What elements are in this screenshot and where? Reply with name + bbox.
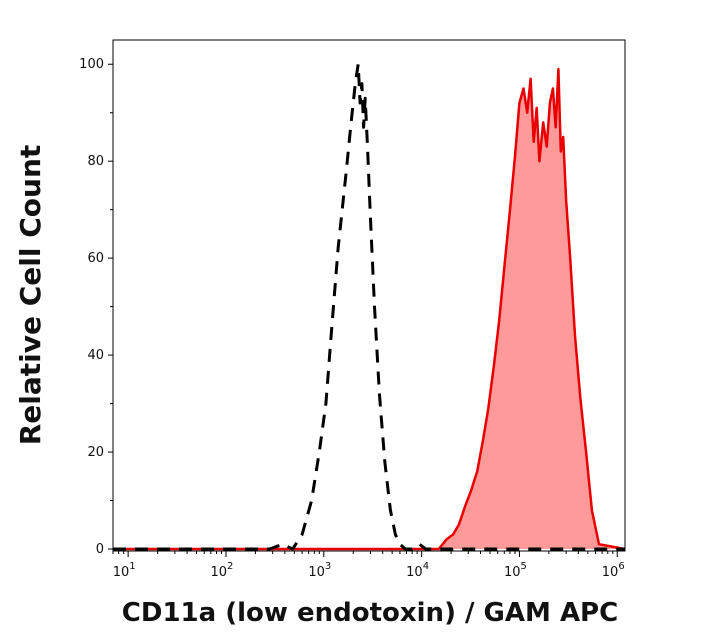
x-tick-label: 105 [504, 561, 527, 580]
y-tick-label: 100 [79, 57, 104, 72]
series-1-line [113, 67, 626, 551]
y-tick-label: 20 [87, 445, 104, 460]
x-axis-title: CD11a (low endotoxin) / GAM APC [122, 598, 618, 628]
x-tick-label: 104 [406, 561, 429, 580]
series-1-area [113, 69, 625, 549]
y-tick-label: 40 [87, 348, 104, 363]
x-axis-ticks: 101 102 103 104 105 106 [112, 551, 625, 580]
x-tick-label: 103 [308, 561, 331, 580]
y-tick-label: 80 [87, 154, 104, 169]
x-tick-label: 106 [602, 561, 625, 580]
series-0-line [113, 62, 625, 551]
y-tick-label: 0 [96, 542, 104, 557]
x-tick-label: 102 [211, 561, 234, 580]
x-tick-label: 101 [113, 561, 136, 580]
y-axis-ticks: 0 20 40 60 80 100 [79, 57, 113, 557]
plot-frame [112, 39, 626, 552]
y-tick-label: 60 [87, 251, 104, 266]
series-layer [113, 62, 626, 551]
y-axis-title: Relative Cell Count [14, 145, 47, 446]
